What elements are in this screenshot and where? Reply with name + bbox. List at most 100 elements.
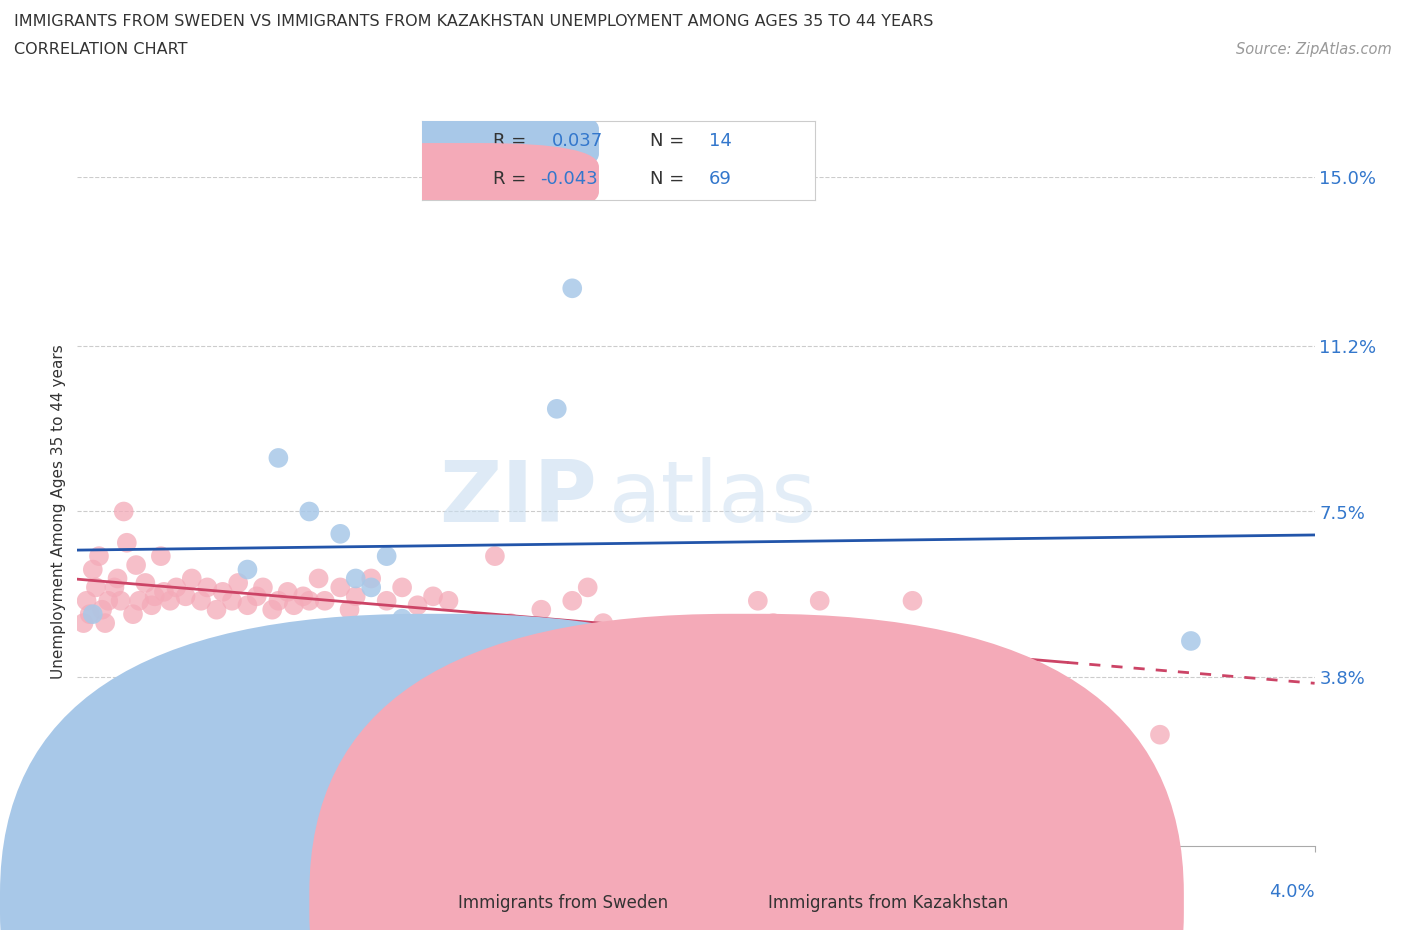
Point [141, 598, 163, 613]
Point [530, 603, 553, 618]
Point [437, 593, 460, 608]
Point [134, 576, 156, 591]
Point [112, 504, 135, 519]
Text: Immigrants from Kazakhstan: Immigrants from Kazakhstan [768, 894, 1008, 912]
Point [561, 593, 583, 608]
Point [901, 593, 924, 608]
Text: Immigrants from Sweden: Immigrants from Sweden [458, 894, 668, 912]
Point [110, 593, 132, 608]
Point [576, 580, 599, 595]
Point [406, 598, 429, 613]
Point [174, 589, 197, 604]
FancyBboxPatch shape [315, 143, 599, 216]
Point [76, 593, 98, 608]
Point [277, 584, 299, 599]
Point [422, 589, 444, 604]
Point [165, 580, 187, 595]
Text: 69: 69 [709, 170, 733, 189]
Point [932, 705, 955, 720]
Point [360, 571, 382, 586]
Point [159, 593, 181, 608]
Point [561, 281, 583, 296]
Point [84, 580, 107, 595]
Y-axis label: Unemployment Among Ages 35 to 44 years: Unemployment Among Ages 35 to 44 years [51, 344, 66, 679]
Point [623, 625, 645, 640]
Point [391, 580, 413, 595]
Point [499, 616, 522, 631]
Point [97, 593, 120, 608]
Point [82, 606, 104, 621]
Point [246, 589, 269, 604]
Point [308, 571, 330, 586]
Point [267, 593, 290, 608]
Text: IMMIGRANTS FROM SWEDEN VS IMMIGRANTS FROM KAZAKHSTAN UNEMPLOYMENT AMONG AGES 35 : IMMIGRANTS FROM SWEDEN VS IMMIGRANTS FRO… [14, 14, 934, 29]
Point [91, 603, 114, 618]
Point [329, 526, 352, 541]
Point [747, 593, 769, 608]
Point [103, 580, 125, 595]
Point [669, 638, 692, 653]
Text: -0.043: -0.043 [540, 170, 598, 189]
Point [391, 611, 413, 626]
Point [344, 571, 367, 586]
Text: R =: R = [492, 132, 526, 151]
Point [107, 571, 129, 586]
Point [195, 580, 218, 595]
Point [115, 536, 138, 551]
Point [94, 616, 117, 631]
Point [87, 549, 110, 564]
Point [298, 593, 321, 608]
Point [211, 584, 233, 599]
Point [82, 562, 104, 577]
Point [143, 589, 166, 604]
Point [1149, 727, 1171, 742]
Text: N =: N = [650, 170, 685, 189]
Point [149, 549, 172, 564]
Point [236, 598, 259, 613]
Text: Source: ZipAtlas.com: Source: ZipAtlas.com [1236, 42, 1392, 57]
Point [329, 580, 352, 595]
Point [153, 584, 176, 599]
Point [72, 616, 94, 631]
Point [267, 450, 290, 465]
Point [344, 589, 367, 604]
Text: 14: 14 [709, 132, 733, 151]
Point [762, 616, 785, 631]
Point [128, 593, 150, 608]
Point [839, 660, 862, 675]
Text: R =: R = [492, 170, 526, 189]
Point [314, 593, 336, 608]
Point [221, 593, 243, 608]
Point [122, 606, 145, 621]
Point [252, 580, 274, 595]
Point [546, 402, 568, 417]
Point [339, 603, 361, 618]
Point [360, 580, 382, 595]
Point [484, 549, 506, 564]
Text: CORRELATION CHART: CORRELATION CHART [14, 42, 187, 57]
Text: ZIP: ZIP [439, 457, 598, 539]
Text: 0.037: 0.037 [551, 132, 603, 151]
Text: 4.0%: 4.0% [1270, 884, 1315, 901]
Point [79, 606, 101, 621]
Point [1025, 683, 1047, 698]
Point [262, 603, 284, 618]
Point [298, 504, 321, 519]
Point [190, 593, 212, 608]
Point [716, 625, 738, 640]
Text: 0.0%: 0.0% [77, 884, 122, 901]
Point [180, 571, 202, 586]
Point [221, 638, 243, 653]
Point [125, 558, 148, 573]
Text: N =: N = [650, 132, 685, 151]
Text: atlas: atlas [609, 457, 817, 539]
Point [283, 598, 305, 613]
Point [205, 603, 228, 618]
Point [592, 616, 614, 631]
Point [808, 593, 831, 608]
FancyBboxPatch shape [315, 105, 599, 178]
Point [292, 589, 315, 604]
Point [226, 576, 249, 591]
Point [375, 593, 398, 608]
Point [1180, 633, 1202, 648]
